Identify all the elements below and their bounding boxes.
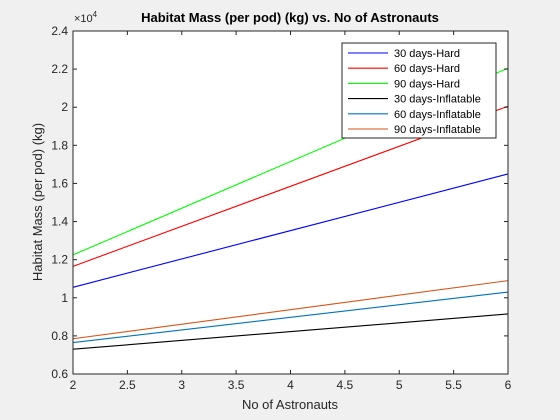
y-tick-label: 2.2 xyxy=(51,62,68,76)
x-tick-label: 4 xyxy=(287,378,294,392)
x-tick-label: 2.5 xyxy=(119,378,136,392)
series-line-0 xyxy=(72,173,509,288)
y-tick-label: 0.6 xyxy=(51,367,68,381)
y-tick-label: 2.4 xyxy=(51,24,68,38)
y-tick-label: 0.8 xyxy=(51,329,68,343)
legend-label-1: 60 days-Hard xyxy=(394,63,460,75)
y-tick-label: 1 xyxy=(61,291,68,305)
y-tick-label: 1.2 xyxy=(51,253,68,267)
y-exponent-base: ×10 xyxy=(74,13,93,25)
legend-box xyxy=(341,42,497,139)
series-line-4 xyxy=(72,291,509,344)
legend-items: 30 days-Hard 60 days-Hard 90 days-Hard 30 d… xyxy=(348,48,481,136)
x-tick-label: 6 xyxy=(505,378,512,392)
svg-text:×104: ×104 xyxy=(74,10,98,25)
y-exponent-power: 4 xyxy=(93,10,98,19)
x-tick-label: 5 xyxy=(396,378,403,392)
y-tick-label: 1.6 xyxy=(51,176,68,190)
legend-label-0: 30 days-Hard xyxy=(394,48,460,60)
x-tick-label: 2 xyxy=(70,378,77,392)
ticks-layer: 2 2.5 3 3.5 4 4.5 5 5.5 6 0.6 0.8 1 1.2 1.4 1.6 1.8 2 2.2… xyxy=(51,24,511,392)
y-tick-label: 1.8 xyxy=(51,138,68,152)
series-line-3 xyxy=(72,313,509,350)
x-tick-label: 4.5 xyxy=(337,378,354,392)
y-exponent-label: ×104 xyxy=(74,10,98,25)
x-tick-label: 5.5 xyxy=(445,378,462,392)
legend-label-3: 30 days-Inflatable xyxy=(394,94,481,106)
series-line-5 xyxy=(72,280,509,340)
chart-title: Habitat Mass (per pod) (kg) vs. No of As… xyxy=(141,10,439,25)
y-axis-label: Habitat Mass (per pod) (kg) xyxy=(30,123,45,281)
legend: 30 days-Hard 60 days-Hard 90 days-Hard 30 d… xyxy=(341,42,497,139)
legend-label-4: 60 days-Inflatable xyxy=(394,109,481,121)
x-axis-label: No of Astronauts xyxy=(242,397,339,412)
x-tick-label: 3 xyxy=(178,378,185,392)
y-tick-label: 2 xyxy=(61,100,68,114)
legend-label-2: 90 days-Hard xyxy=(394,78,460,90)
y-tick-label: 1.4 xyxy=(51,215,68,229)
legend-label-5: 90 days-Inflatable xyxy=(394,124,481,136)
x-tick-label: 3.5 xyxy=(228,378,245,392)
